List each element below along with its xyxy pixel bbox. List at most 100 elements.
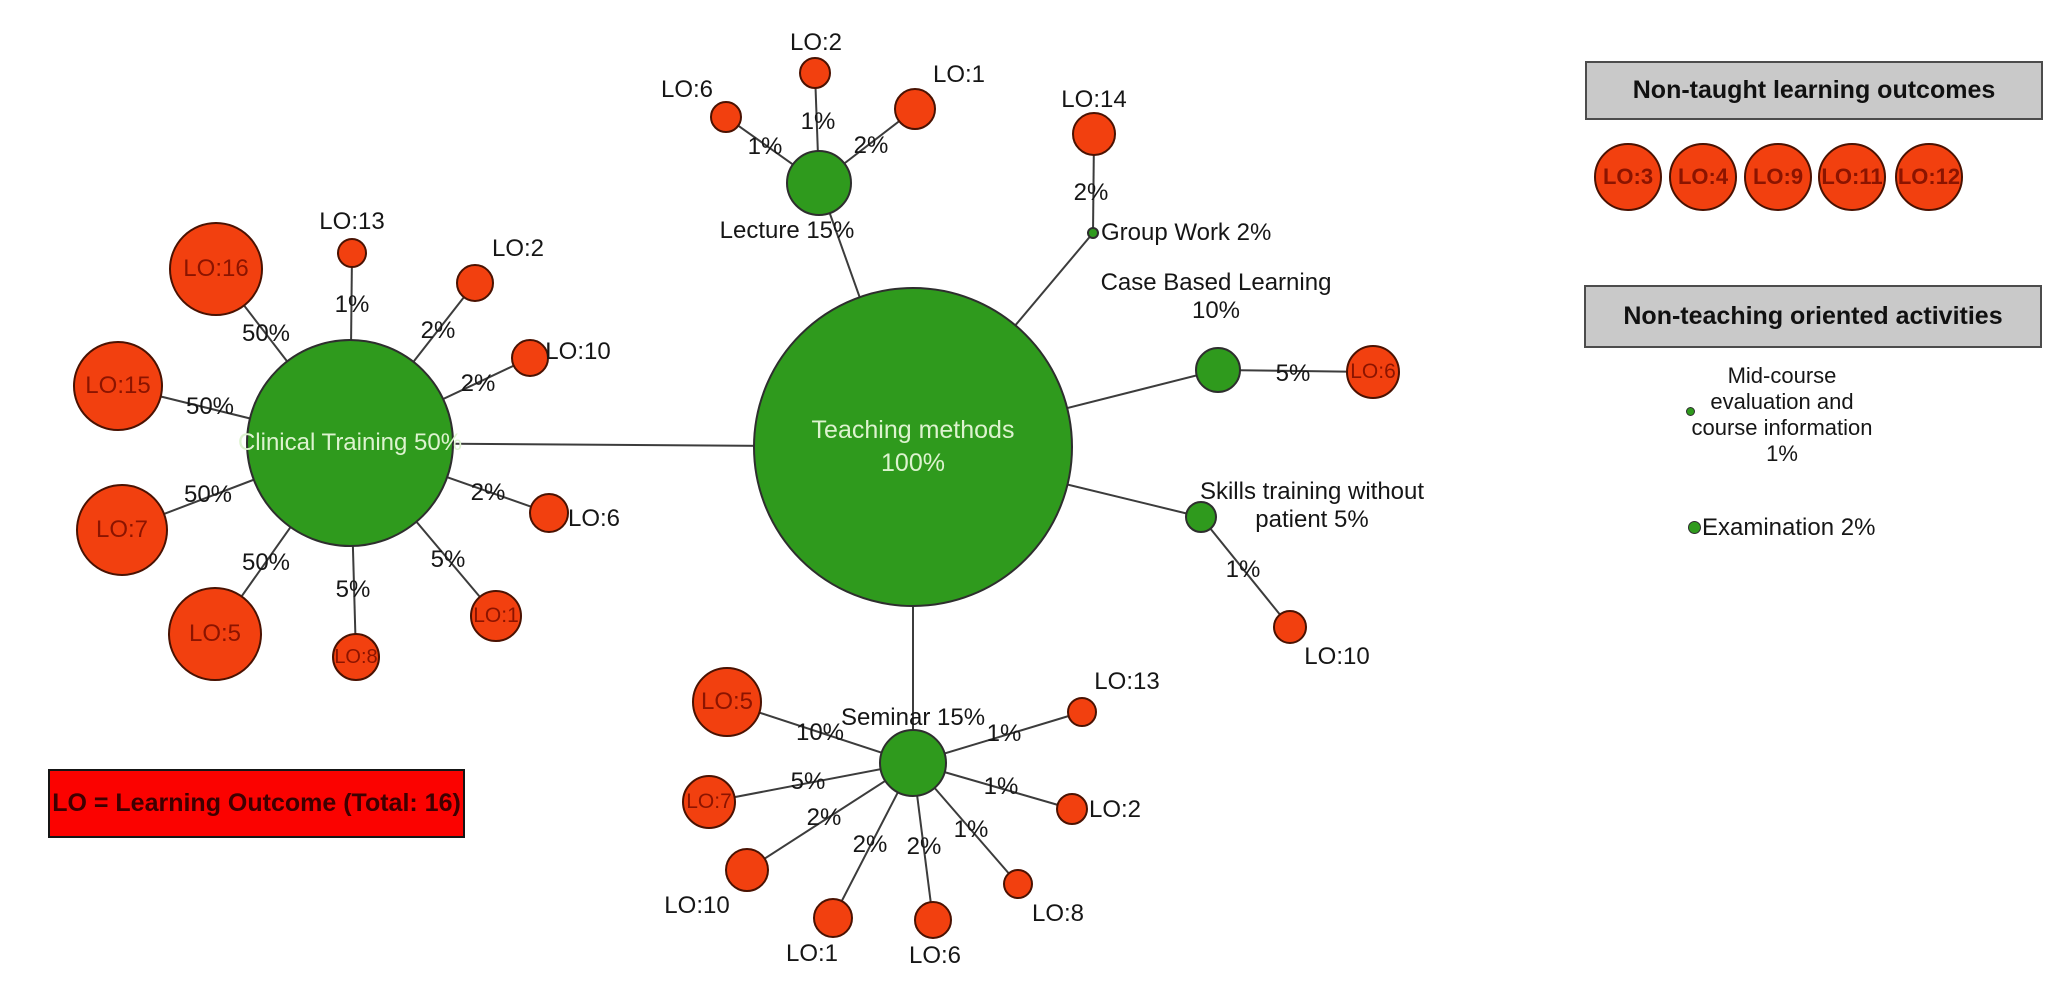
node-lecture-lo6 (710, 101, 742, 133)
seminar-lo2-label: LO:2 (1088, 796, 1142, 823)
edge-label-lecture-lo1: 2% (853, 132, 889, 159)
nontaught-lo9-label: LO:9 (1752, 164, 1804, 189)
clinical-lo13-label: LO:13 (319, 208, 385, 235)
seminar-lo6-label: LO:6 (908, 942, 962, 969)
node-clinical-lo15: LO:15 (73, 341, 163, 431)
lecture-label: Lecture 15% (719, 217, 855, 244)
seminar-label: Seminar 15% (840, 704, 986, 731)
clinical-lo7-label: LO:7 (95, 516, 149, 543)
edge-label-groupwork-lo14: 2% (1073, 179, 1109, 206)
node-groupwork-lo14 (1072, 112, 1116, 156)
node-clinical-lo6 (529, 493, 569, 533)
node-seminar-lo8 (1003, 869, 1033, 899)
clinical-lo5-label: LO:5 (188, 620, 242, 647)
clinical-lo15-label: LO:15 (85, 372, 151, 399)
node-clinical-training: Clinical Training 50% (238, 339, 462, 547)
node-nontaught-lo11: LO:11 (1818, 143, 1886, 211)
node-lecture (786, 150, 852, 216)
node-clinical-lo13 (337, 238, 367, 268)
node-clinical-lo10 (511, 339, 549, 377)
edge-label-casebased-lo6: 5% (1275, 360, 1311, 387)
edge-label-lecture-lo6: 1% (747, 133, 783, 160)
node-group-work (1087, 227, 1099, 239)
node-seminar-lo13 (1067, 697, 1097, 727)
non-taught-panel: Non-taught learning outcomes (1585, 61, 2043, 120)
non-teaching-panel: Non-teaching oriented activities (1584, 285, 2042, 348)
node-seminar-lo5: LO:5 (692, 667, 762, 737)
edge-label-clinical-lo13: 1% (334, 291, 370, 318)
groupwork-lo14-label: LO:14 (1061, 86, 1127, 113)
edge-label-seminar-lo8: 1% (953, 816, 989, 843)
node-clinical-lo16: LO:16 (169, 222, 263, 316)
seminar-lo7-label: LO:7 (686, 790, 732, 813)
edge-label-clinical-lo1: 5% (430, 546, 466, 573)
casebased-lo6-label: LO:6 (1350, 360, 1396, 383)
node-case-based-learning (1195, 347, 1241, 393)
node-nontaught-lo3: LO:3 (1594, 143, 1662, 211)
edge-label-clinical-lo10: 2% (460, 370, 496, 397)
non-teaching-title: Non-teaching oriented activities (1623, 302, 2003, 330)
edge-label-lecture-lo2: 1% (800, 108, 836, 135)
node-lecture-lo2 (799, 57, 831, 89)
lecture-lo6-label: LO:6 (660, 76, 714, 103)
seminar-lo1-label: LO:1 (785, 940, 839, 967)
node-skills-training (1185, 501, 1217, 533)
edge-label-seminar-lo7: 5% (790, 768, 826, 795)
seminar-lo8-label: LO:8 (1031, 900, 1085, 927)
node-seminar-lo10 (725, 848, 769, 892)
edge-label-clinical-lo6: 2% (470, 479, 506, 506)
nontaught-lo11-label: LO:11 (1821, 164, 1883, 189)
edge-label-seminar-lo5: 10% (795, 719, 845, 746)
node-clinical-lo2 (456, 264, 494, 302)
node-seminar (879, 729, 947, 797)
edge-label-clinical-lo5: 50% (241, 549, 291, 576)
lecture-lo1-label: LO:1 (932, 61, 986, 88)
nontaught-lo3-label: LO:3 (1602, 164, 1654, 189)
clinical-training-label: Clinical Training 50% (237, 429, 463, 456)
seminar-lo10-label: LO:10 (664, 892, 730, 919)
node-clinical-lo1: LO:1 (470, 590, 522, 642)
clinical-lo8-label: LO:8 (334, 645, 378, 668)
clinical-lo10-label: LO:10 (545, 338, 611, 365)
node-clinical-lo5: LO:5 (168, 587, 262, 681)
node-seminar-lo1 (813, 898, 853, 938)
edge-label-seminar-lo10: 2% (806, 804, 842, 831)
node-nontaught-lo9: LO:9 (1744, 143, 1812, 211)
group-work-label: Group Work 2% (1101, 219, 1272, 246)
node-skills-lo10 (1273, 610, 1307, 644)
skills-lo10-label: LO:10 (1304, 643, 1370, 670)
clinical-lo1-label: LO:1 (473, 604, 519, 627)
lecture-lo2-label: LO:2 (789, 29, 843, 56)
edge-label-clinical-lo2: 2% (420, 317, 456, 344)
examination-label: Examination 2% (1702, 514, 1876, 541)
edge-label-clinical-lo7: 50% (183, 481, 233, 508)
node-teaching-methods: Teaching methods 100% (753, 287, 1073, 607)
nontaught-lo12-label: LO:12 (1897, 164, 1961, 189)
node-clinical-lo7: LO:7 (76, 484, 168, 576)
node-casebased-lo6: LO:6 (1346, 345, 1400, 399)
node-nontaught-lo12: LO:12 (1895, 143, 1963, 211)
node-midcourse-dot (1686, 407, 1695, 416)
clinical-lo2-label: LO:2 (491, 235, 545, 262)
case-based-learning-label: Case Based Learning 10% (1100, 269, 1332, 324)
node-seminar-lo6 (914, 901, 952, 939)
node-examination-dot (1688, 521, 1701, 534)
seminar-lo13-label: LO:13 (1094, 668, 1160, 695)
nontaught-lo4-label: LO:4 (1677, 164, 1729, 189)
node-seminar-lo2 (1056, 793, 1088, 825)
edge-label-seminar-lo2: 1% (983, 773, 1019, 800)
seminar-lo5-label: LO:5 (700, 688, 754, 715)
edge-label-clinical-lo8: 5% (335, 576, 371, 603)
lo-note-box: LO = Learning Outcome (Total: 16) (48, 769, 465, 838)
skills-training-label: Skills training without patient 5% (1199, 478, 1425, 533)
teaching-methods-label: Teaching methods 100% (811, 416, 1015, 477)
edge-label-seminar-lo1: 2% (852, 831, 888, 858)
clinical-lo6-label: LO:6 (567, 505, 621, 532)
clinical-lo16-label: LO:16 (183, 255, 249, 282)
edge-label-clinical-lo16: 50% (241, 320, 291, 347)
edge-label-clinical-lo15: 50% (185, 393, 235, 420)
edge-label-seminar-lo13: 1% (986, 720, 1022, 747)
midcourse-label: Mid-course evaluation and course informa… (1691, 363, 1873, 466)
node-lecture-lo1 (894, 88, 936, 130)
